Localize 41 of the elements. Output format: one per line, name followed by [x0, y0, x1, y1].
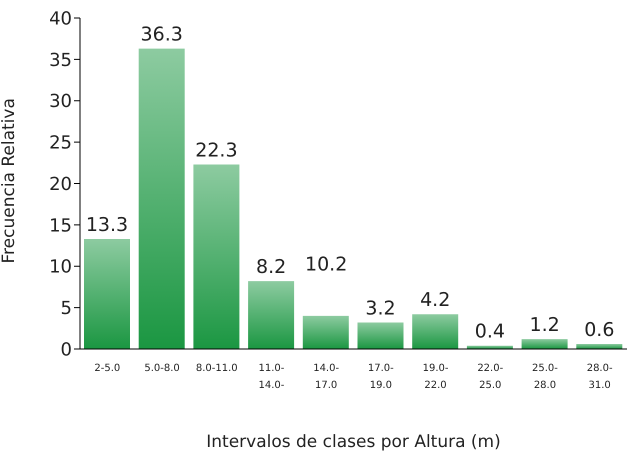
data-label: 8.2 — [256, 256, 286, 278]
y-tick-label: 5 — [60, 298, 72, 320]
x-tick-label: 28.0- 31.0 — [586, 363, 613, 391]
x-tick-label: 22.0- 25.0 — [477, 363, 504, 391]
bar — [358, 322, 404, 349]
bar — [138, 48, 185, 349]
y-tick-label: 20 — [49, 174, 72, 195]
x-tick-label: 11.0- 14.0- — [258, 363, 285, 391]
data-label: 13.3 — [86, 214, 128, 236]
bar — [84, 238, 130, 349]
bar — [576, 344, 622, 349]
data-label: 1.2 — [529, 314, 560, 336]
x-tick-label: 14.0- 17.0 — [313, 363, 340, 391]
annotation: 10.2 — [304, 254, 348, 276]
y-tick-label: 40 — [49, 8, 72, 30]
bar — [412, 314, 458, 349]
y-tick-label: 25 — [49, 132, 72, 154]
bar — [302, 316, 349, 349]
y-tick-label: 10 — [49, 256, 72, 278]
y-axis-title: Frecuencia Relativa — [0, 98, 20, 264]
data-label: 3.2 — [365, 298, 396, 320]
bar — [193, 164, 240, 349]
x-tick-label: 8.0-11.0 — [196, 363, 238, 374]
y-tick-label: 35 — [49, 50, 72, 71]
data-label: 0.6 — [584, 319, 614, 342]
x-tick-label: 2-5.0 — [94, 363, 120, 374]
x-tick-label: 17.0- 19.0 — [368, 363, 394, 391]
y-tick-label: 30 — [49, 91, 72, 112]
data-label: 22.3 — [195, 139, 238, 162]
x-tick-label: 19.0- 22.0 — [422, 363, 449, 391]
data-label: 0.4 — [474, 320, 506, 343]
y-tick-label: 15 — [49, 215, 72, 236]
bar — [248, 281, 294, 349]
bar — [466, 346, 513, 349]
bar — [522, 339, 568, 349]
x-tick-label: 5.0-8.0 — [144, 363, 180, 374]
x-tick-label: 25.0- 28.0 — [532, 363, 558, 391]
data-label: 36.3 — [140, 24, 183, 46]
y-tick-label: 0 — [60, 339, 72, 360]
x-axis-title: Intervalos de clases por Altura (m) — [206, 432, 501, 452]
data-label: 4.2 — [420, 289, 450, 312]
